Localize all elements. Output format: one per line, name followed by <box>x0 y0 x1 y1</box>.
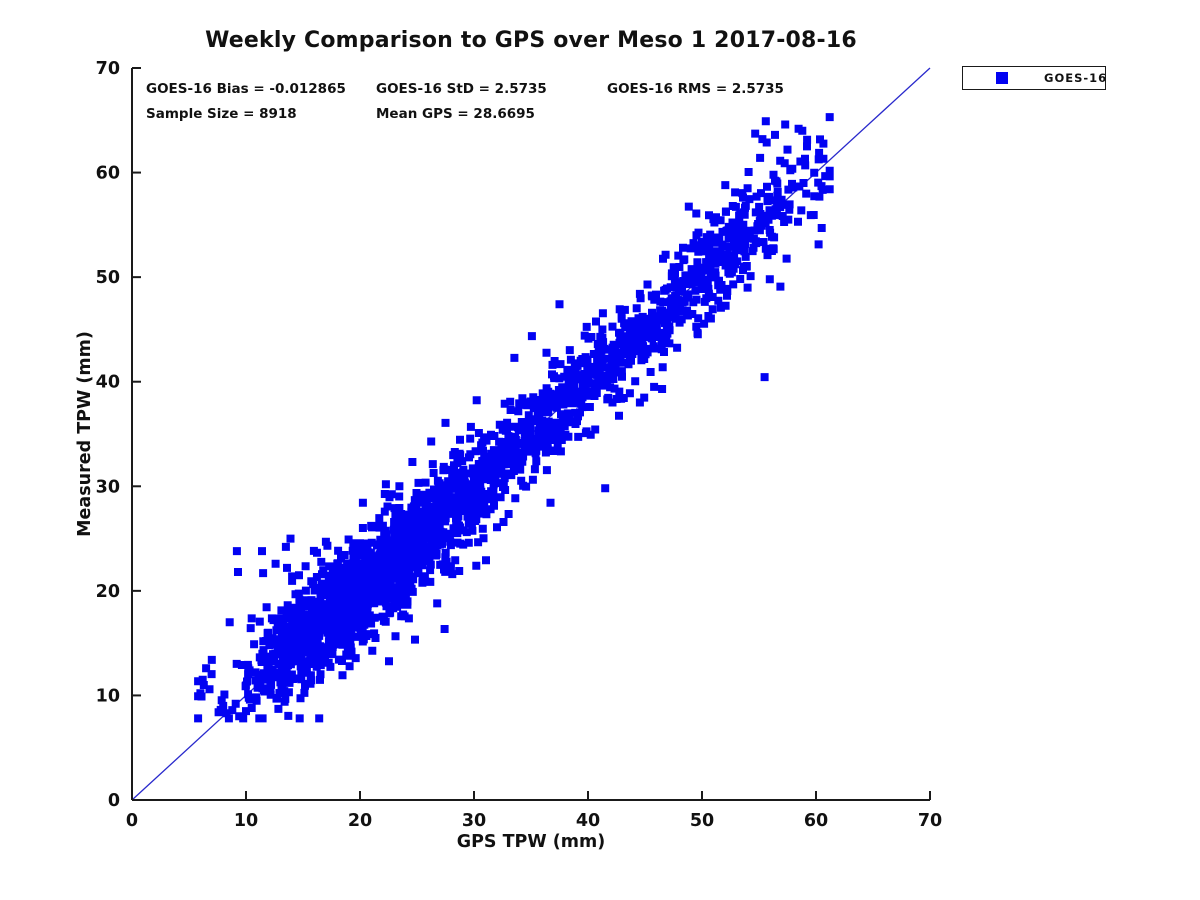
legend-square-marker-icon <box>996 72 1008 84</box>
y-tick-label: 40 <box>96 373 120 393</box>
x-tick-label: 20 <box>348 811 372 831</box>
x-tick-label: 70 <box>918 811 942 831</box>
x-axis-label: GPS TPW (mm) <box>456 832 606 852</box>
x-tick-label: 60 <box>804 811 828 831</box>
x-tick-label: 10 <box>234 811 258 831</box>
stat-mean-gps: Mean GPS = 28.6695 <box>376 106 535 122</box>
stat-sample-size: Sample Size = 8918 <box>146 106 297 122</box>
stat-std: GOES-16 StD = 2.5735 <box>376 81 547 97</box>
chart-title: Weekly Comparison to GPS over Meso 1 201… <box>205 28 857 53</box>
x-tick-label: 50 <box>690 811 714 831</box>
x-tick-label: 0 <box>126 811 138 831</box>
scatter-points <box>194 113 834 723</box>
x-tick-label: 30 <box>462 811 486 831</box>
y-tick-label: 20 <box>96 582 120 602</box>
y-tick-label: 0 <box>108 791 120 811</box>
x-tick-label: 40 <box>576 811 600 831</box>
stat-bias: GOES-16 Bias = -0.012865 <box>146 81 346 97</box>
legend: GOES-16 <box>962 66 1106 90</box>
stat-rms: GOES-16 RMS = 2.5735 <box>607 81 784 97</box>
y-tick-label: 70 <box>96 59 120 79</box>
y-axis-label: Measured TPW (mm) <box>75 331 95 537</box>
y-tick-label: 10 <box>96 686 120 706</box>
y-tick-label: 50 <box>96 268 120 288</box>
y-tick-label: 60 <box>96 164 120 184</box>
y-tick-label: 30 <box>96 477 120 497</box>
legend-label: GOES-16 <box>1044 71 1108 85</box>
